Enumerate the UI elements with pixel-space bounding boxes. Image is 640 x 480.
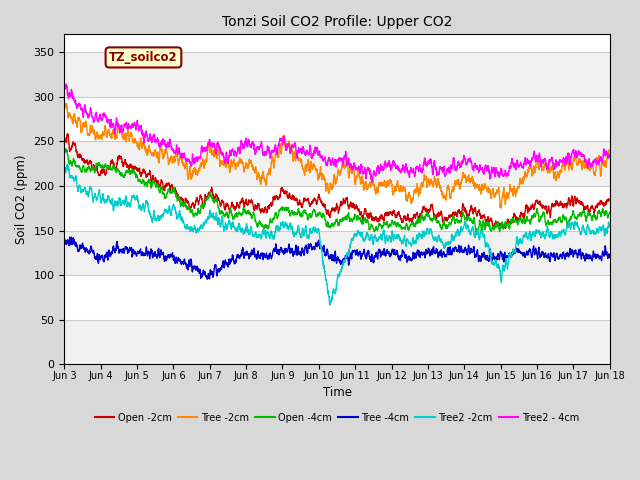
Title: Tonzi Soil CO2 Profile: Upper CO2: Tonzi Soil CO2 Profile: Upper CO2 (222, 15, 452, 29)
Bar (65, 320, 610, 364)
Legend: Open -2cm, Tree -2cm, Open -4cm, Tree -4cm, Tree2 -2cm, Tree2 - 4cm: Open -2cm, Tree -2cm, Open -4cm, Tree -4… (91, 409, 583, 427)
Bar (65, 230, 610, 275)
X-axis label: Time: Time (323, 386, 351, 399)
Text: TZ_soilco2: TZ_soilco2 (109, 51, 178, 64)
Bar (65, 142, 610, 186)
Y-axis label: Soil CO2 (ppm): Soil CO2 (ppm) (15, 155, 28, 244)
Bar (65, 52, 610, 97)
